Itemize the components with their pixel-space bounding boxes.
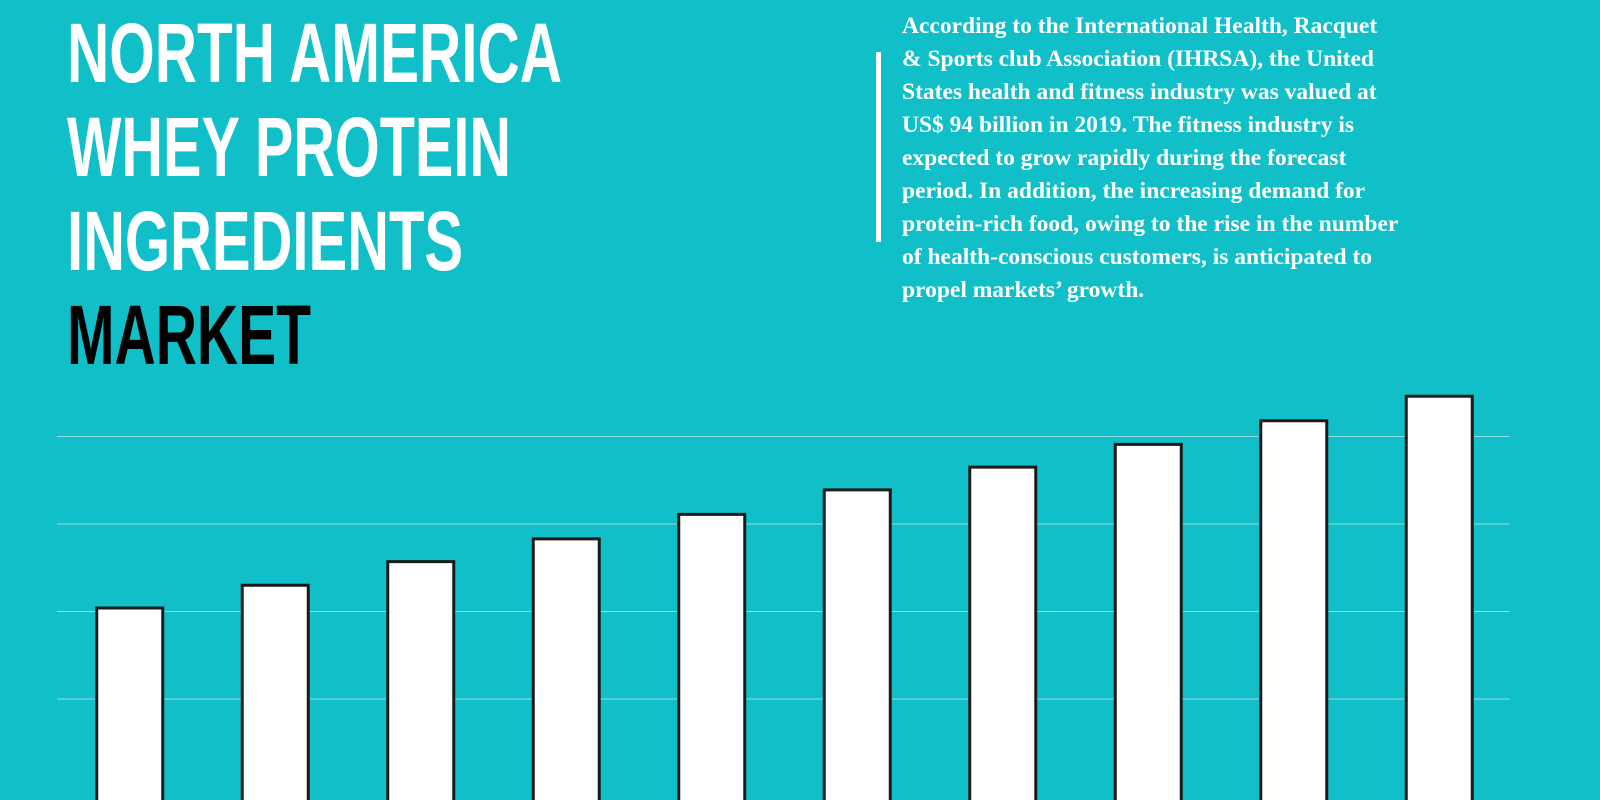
description-line: protein-rich food, owing to the rise in … (902, 211, 1398, 237)
bar (240, 583, 310, 800)
description: According to the International Health, R… (902, 13, 1398, 303)
bar (822, 488, 892, 800)
bar (1259, 419, 1329, 800)
bar (386, 560, 456, 800)
description-line: US$ 94 billion in 2019. The fitness indu… (902, 112, 1354, 138)
bar (1404, 394, 1474, 800)
description-line: of health-conscious customers, is antici… (902, 244, 1372, 270)
title-line: WHEY PROTEIN (67, 100, 511, 194)
bar (1113, 442, 1183, 800)
title-line: NORTH AMERICA (67, 6, 562, 100)
title-line: MARKET (67, 288, 311, 382)
title-line: INGREDIENTS (67, 194, 463, 288)
bar (95, 606, 165, 800)
bar (531, 537, 601, 800)
title: NORTH AMERICA WHEY PROTEIN INGREDIENTS M… (67, 6, 562, 382)
accent-bar (876, 52, 881, 242)
chart (57, 394, 1510, 800)
bar (968, 465, 1038, 800)
description-line: expected to grow rapidly during the fore… (902, 145, 1346, 171)
description-line: According to the International Health, R… (902, 13, 1377, 39)
bar (677, 512, 747, 800)
description-line: States health and fitness industry was v… (902, 79, 1377, 105)
description-line: propel markets’ growth. (902, 277, 1144, 303)
description-line: & Sports club Association (IHRSA), the U… (902, 46, 1374, 72)
description-line: period. In addition, the increasing dema… (902, 178, 1365, 204)
